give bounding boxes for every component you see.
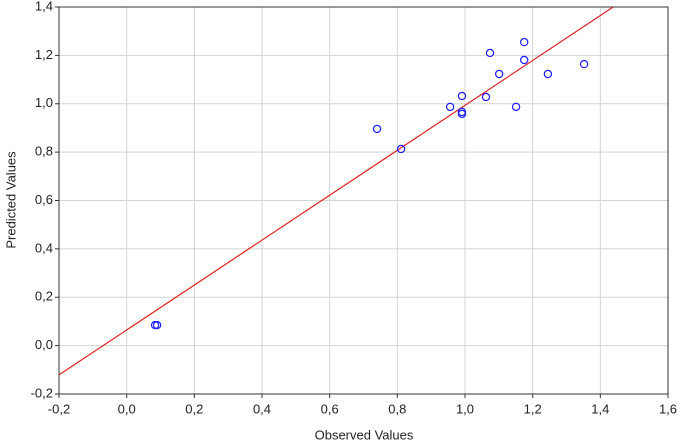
x-tick-label: 0,8 — [388, 401, 406, 416]
point — [579, 59, 589, 69]
x-tick-label: 0,6 — [321, 401, 339, 416]
x-axis-title: Observed Values — [315, 427, 414, 442]
x-tick-label: 0,4 — [253, 401, 271, 416]
y-tick-label: 0,0 — [35, 337, 53, 352]
x-tick-label: 1,4 — [591, 401, 609, 416]
y-tick-label: 1,0 — [35, 95, 53, 110]
point — [457, 109, 467, 119]
point — [481, 92, 491, 102]
y-tick-label: 0,6 — [35, 192, 53, 207]
point — [520, 55, 529, 65]
y-axis-title: Predicted Values — [3, 151, 18, 249]
y-tick-label: 0,8 — [35, 144, 53, 159]
x-tick-label: 1,0 — [456, 401, 474, 416]
x-tick-label: 1,6 — [659, 401, 677, 416]
x-tick-label: -0,2 — [48, 401, 70, 416]
plot-frame — [58, 6, 669, 395]
y-tick-label: 1,2 — [35, 47, 53, 62]
point — [511, 102, 521, 112]
y-tick-label: 0,2 — [35, 289, 53, 304]
point — [457, 91, 467, 101]
point — [520, 37, 529, 47]
y-tick-label: -0,2 — [31, 385, 53, 400]
x-tick-label: 1,2 — [524, 401, 542, 416]
point — [543, 69, 553, 79]
y-tick-label: 1,4 — [35, 0, 53, 13]
point — [445, 102, 455, 112]
point — [372, 124, 382, 134]
x-tick-label: 0,0 — [118, 401, 136, 416]
fit-line — [58, 6, 614, 376]
point — [396, 144, 406, 154]
point — [152, 320, 162, 330]
point — [494, 69, 504, 79]
x-tick-label: 0,2 — [185, 401, 203, 416]
point — [485, 48, 495, 58]
y-tick-label: 0,4 — [35, 240, 53, 255]
